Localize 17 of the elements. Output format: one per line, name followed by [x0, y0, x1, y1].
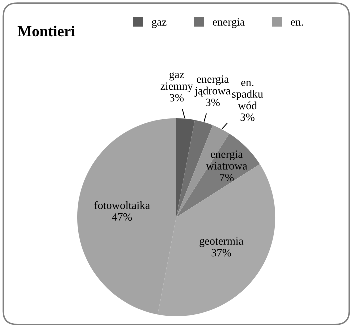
- text: gaz: [152, 20, 167, 28]
- slice-label: en. spadku wód: [232, 81, 264, 110]
- chart-title: Montieri: [18, 26, 76, 37]
- data-label: 3%: [240, 114, 255, 122]
- data-label: 37%: [212, 249, 232, 257]
- data-label: 47%: [112, 213, 132, 221]
- slice-label: fotowoltaika: [94, 201, 150, 210]
- text: energia: [213, 18, 245, 28]
- slice-label: energia wiatrowa: [206, 150, 248, 170]
- pie-slice: [176, 118, 196, 218]
- data-label: 3%: [170, 94, 184, 102]
- slice-label: energia jądrowa: [194, 76, 231, 97]
- slice-label: gaz ziemny: [160, 72, 194, 92]
- slice-label: geotermia: [200, 238, 244, 248]
- text: en.: [291, 20, 304, 26]
- data-label: 7%: [220, 174, 234, 182]
- data-label: 3%: [206, 98, 220, 106]
